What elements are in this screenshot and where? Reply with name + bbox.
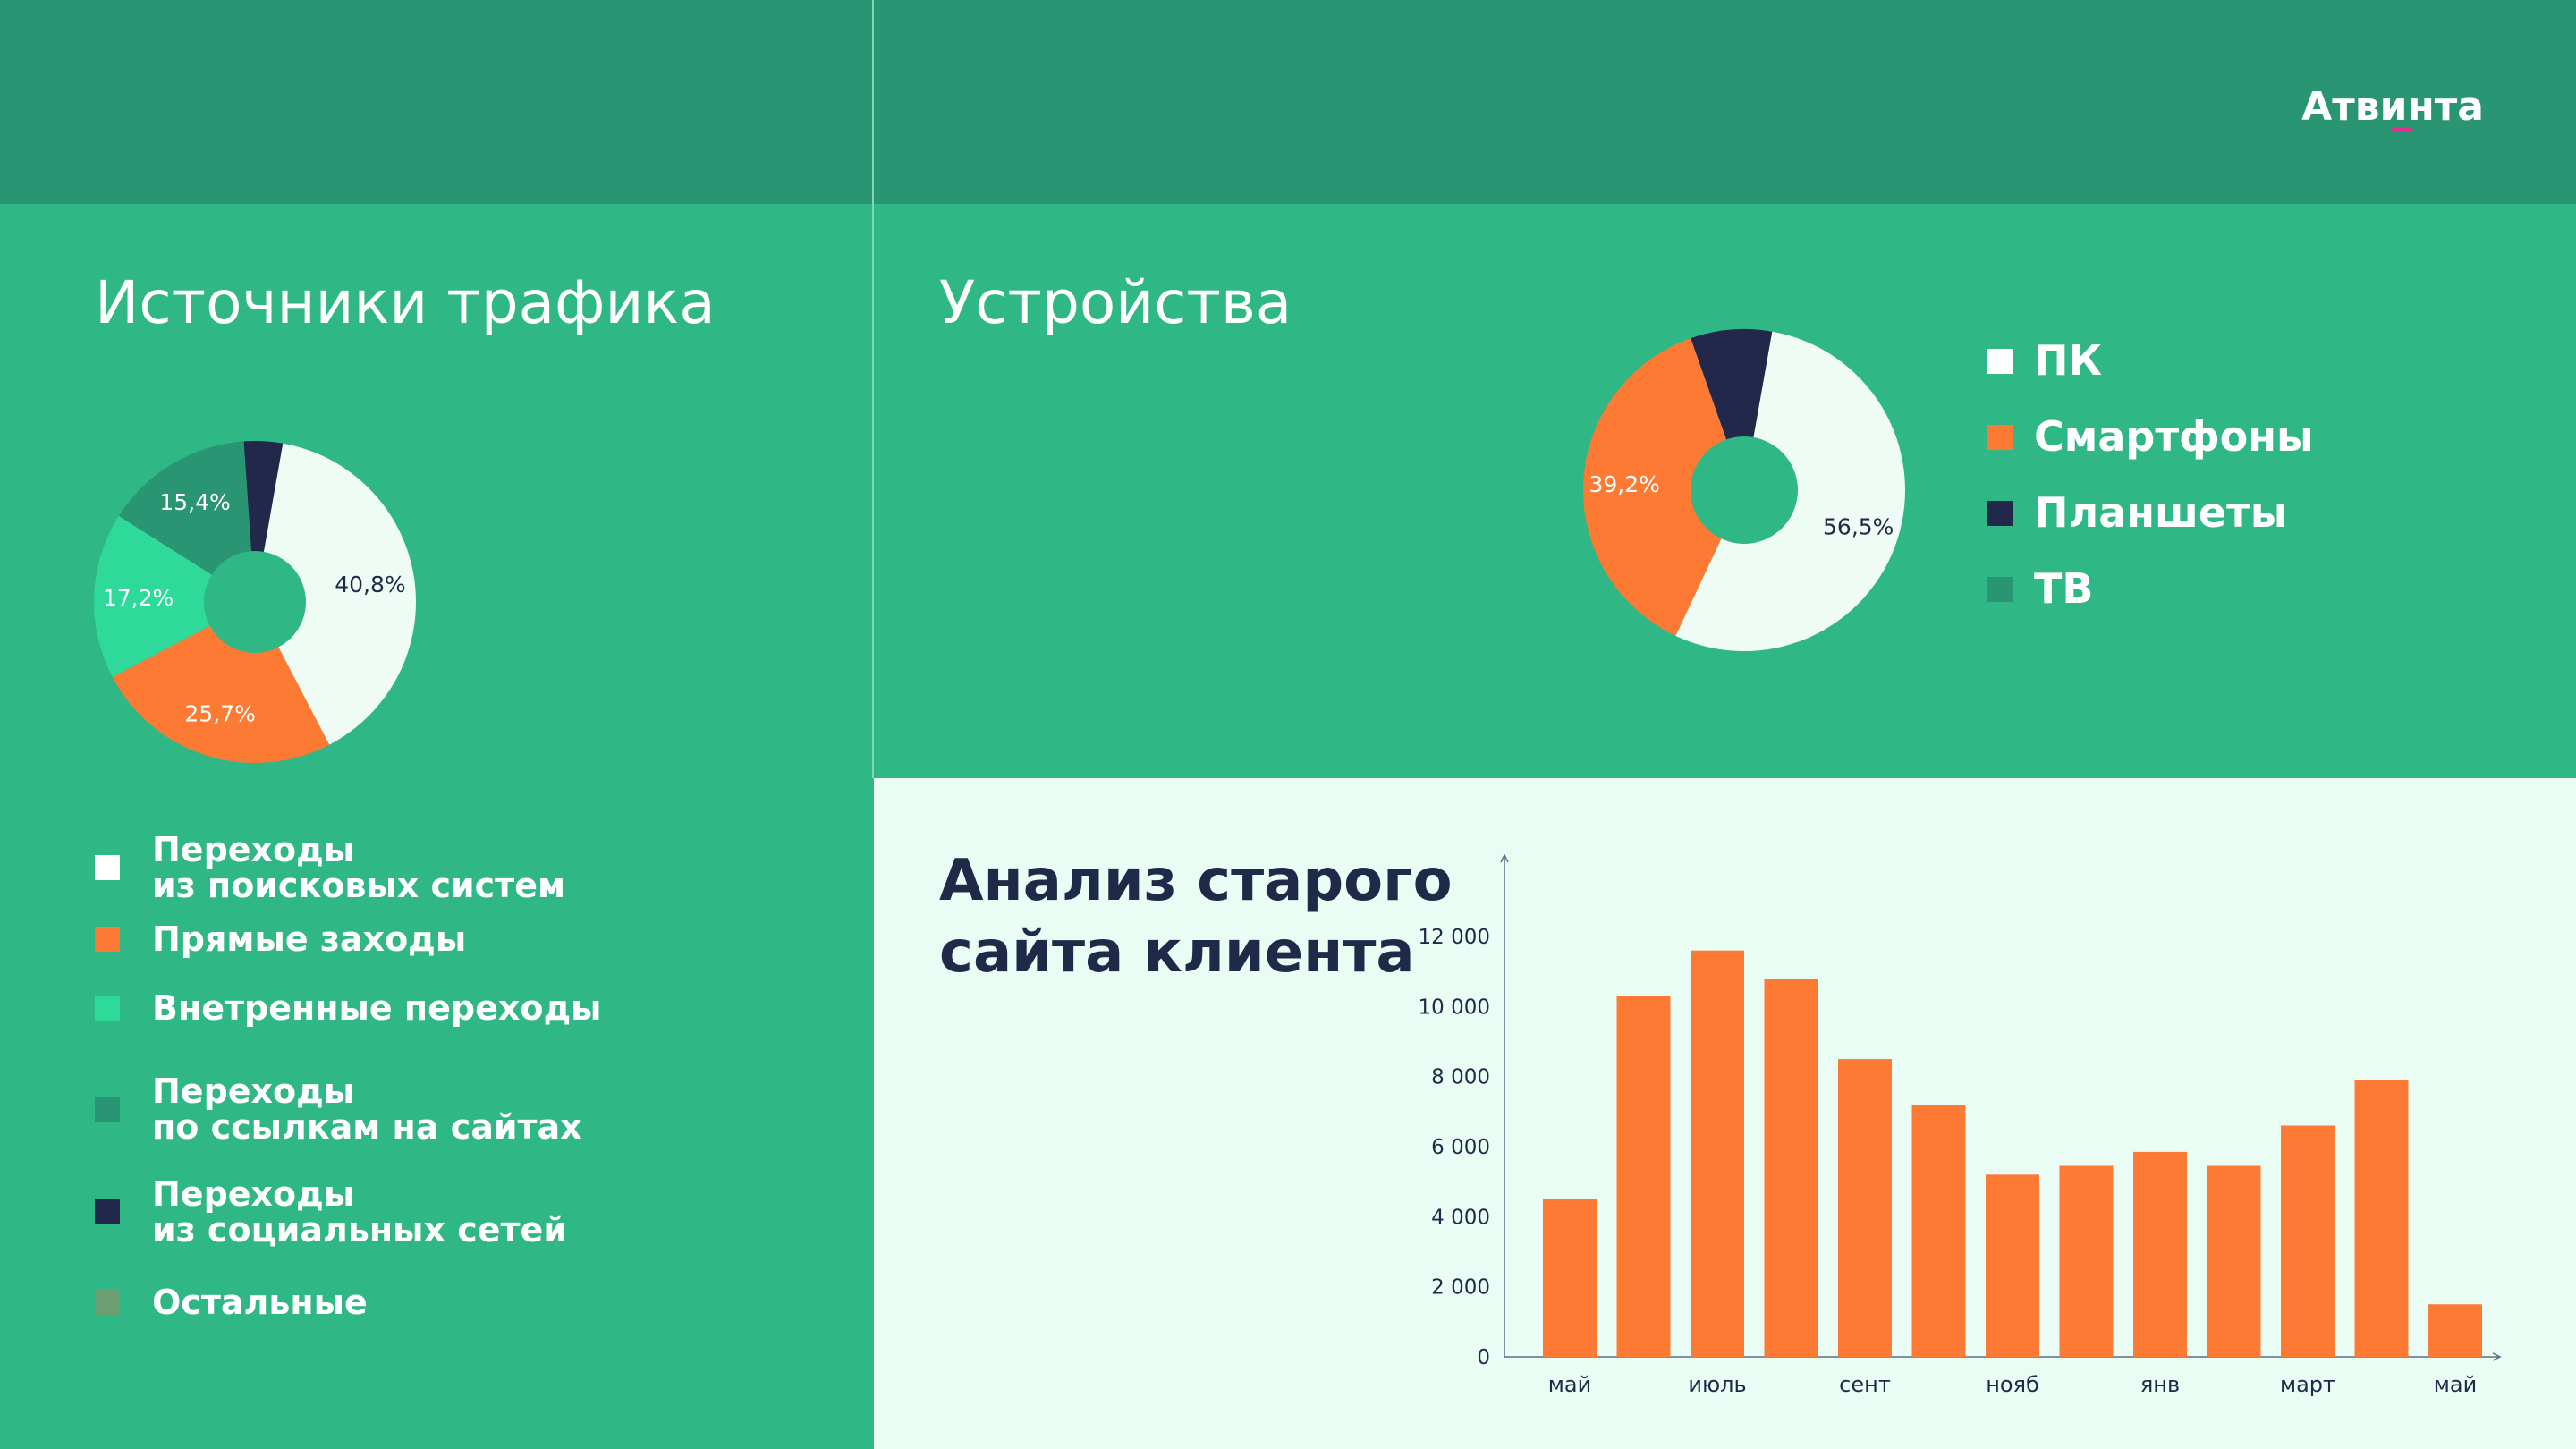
y-tick-label: 2 000 [1431,1276,1490,1300]
bar [1543,1199,1597,1357]
x-tick-label: март [2280,1372,2335,1397]
legend-label: Переходы из социальных сетей [152,1176,567,1248]
bar [1690,950,1744,1357]
panel-divider [872,0,874,778]
donut-slice-label: 40,8% [335,572,405,597]
legend-label-line1: Переходы [152,830,355,869]
bar [1616,996,1671,1357]
legend-swatch [95,996,120,1021]
y-tick-label: 4 000 [1431,1206,1490,1229]
donut-slice-label: 39,2% [1589,471,1659,497]
donut-slice-label: 56,5% [1823,514,1894,540]
donut-slice-label: 15,4% [159,489,230,515]
bar [2207,1165,2261,1357]
legend-swatch [1987,577,2012,602]
bar [2281,1125,2334,1357]
y-axis-arrow [1500,853,1509,863]
donut-slice [118,441,252,575]
legend-label: Внетренные переходы [152,990,602,1026]
y-tick-label: 12 000 [1419,926,1490,949]
legend-swatch [1987,501,2012,526]
y-tick-label: 10 000 [1419,996,1490,1019]
bar [2133,1151,2187,1357]
legend-swatch [95,855,120,880]
traffic-donut-chart: 40,8% 25,7% 17,2% 15,4% [94,441,416,763]
donut-slice [1690,329,1773,440]
y-tick-label: 8 000 [1431,1066,1490,1089]
donut-slice [263,443,416,745]
x-tick-label: июль [1688,1372,1746,1397]
bar [1764,979,1818,1357]
x-tick-label: янв [2140,1372,2180,1397]
bar [1911,1105,1966,1357]
devices-title: Устройства [939,268,1292,337]
y-tick-label: 6 000 [1431,1136,1490,1159]
legend-label: Остальные [152,1284,368,1320]
legend-label-line1: Переходы [152,1174,355,1214]
x-axis-arrow [2492,1352,2502,1361]
legend-label: Переходы из поисковых систем [152,832,565,903]
brand-logo-accent [2391,127,2413,131]
legend-label-line1: Внетренные переходы [152,988,602,1028]
legend-swatch [1987,349,2012,374]
legend-label-line2: из социальных сетей [152,1210,567,1250]
legend-label-line1: Переходы [152,1072,355,1111]
legend-label-line1: Прямые заходы [152,919,467,959]
y-tick-label: 0 [1477,1346,1490,1369]
bar [2354,1080,2409,1357]
bar [2059,1165,2114,1357]
legend-swatch [95,927,120,952]
x-tick-label: сент [1839,1372,1891,1397]
legend-swatch [1987,425,2012,450]
bar [1838,1059,1892,1357]
x-tick-label: нояб [1986,1372,2039,1397]
legend-label-line2: из поисковых систем [152,866,566,905]
legend-swatch [95,1199,120,1224]
x-tick-label: май [1548,1372,1591,1397]
legend-label-line1: Остальные [152,1283,368,1322]
bar [2428,1304,2482,1357]
brand-logo-text: Атвинта [2301,84,2484,130]
legend-label: Переходы по ссылкам на сайтах [152,1073,582,1145]
legend-label: Смартфоны [2034,412,2314,461]
donut-slice [112,625,330,763]
analysis-title: Анализ старого сайта клиента [939,845,1453,988]
analysis-title-line1: Анализ старого [939,848,1453,914]
header-bar [0,0,2576,204]
donut-slice [1675,331,1905,651]
legend-label-line2: по ссылкам на сайтах [152,1107,582,1147]
donut-slice [94,515,212,677]
x-tick-label: май [2434,1372,2477,1397]
legend-label: ПК [2034,336,2103,385]
analysis-title-line2: сайта клиента [939,919,1415,986]
legend-swatch [95,1097,120,1122]
traffic-title: Источники трафика [95,268,716,337]
legend-label: Планшеты [2034,488,2288,537]
legend-swatch [95,1290,120,1315]
donut-slice [1583,338,1727,636]
legend-label: ТВ [2034,564,2094,613]
brand-logo: Атвинта [2301,84,2484,131]
visits-bar-chart: 0 2 000 4 000 6 000 8 000 10 000 12 000 май июль… [1419,853,2502,1397]
donut-slice-label: 25,7% [184,701,255,727]
bar [1986,1174,2039,1357]
devices-donut-chart: 56,5% 39,2% [1583,329,1905,651]
legend-label: Прямые заходы [152,921,466,957]
donut-slice [243,441,284,552]
donut-slice-label: 17,2% [103,585,174,611]
